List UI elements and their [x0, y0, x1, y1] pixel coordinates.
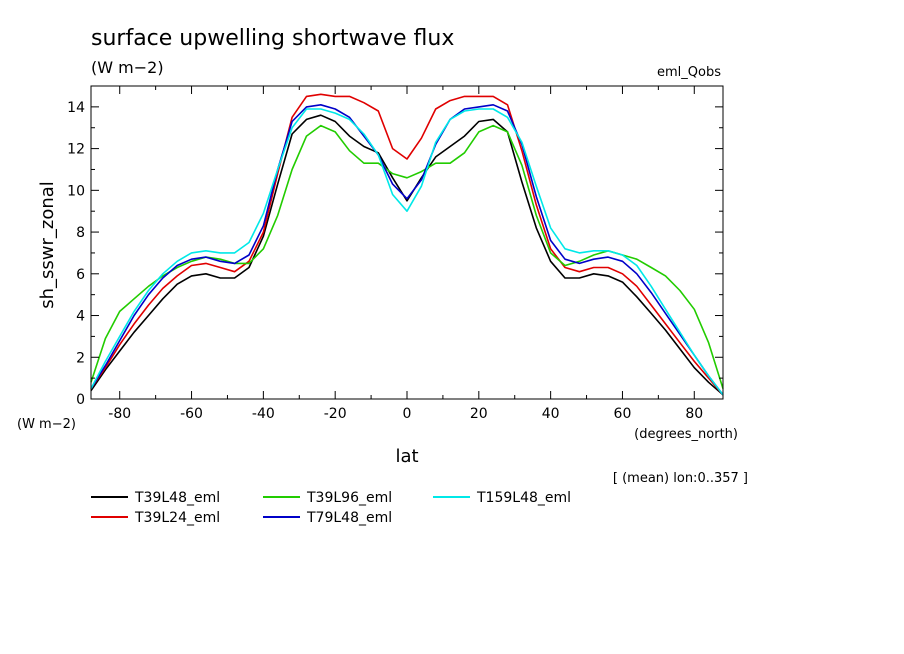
- legend-label: T39L48_eml: [134, 490, 220, 506]
- x-tick-label: 20: [470, 406, 488, 422]
- x-tick-label: -40: [252, 406, 275, 422]
- y-tick-label: 12: [67, 142, 85, 158]
- series-line-T159L48_eml: [90, 108, 724, 396]
- legend-label: T159L48_eml: [476, 490, 571, 506]
- x-tick-label: -20: [324, 406, 347, 422]
- legend: T39L48_eml T39L24_eml T39L96_eml T79L48_eml…: [91, 490, 571, 526]
- legend-label: T79L48_eml: [306, 510, 392, 526]
- y-tick-label: 6: [76, 267, 85, 283]
- series-line-T39L24_eml: [90, 93, 724, 396]
- footnote: [ (mean) lon:0..357 ]: [613, 471, 748, 486]
- plot-lines: [90, 93, 724, 396]
- legend-label: T39L24_eml: [134, 510, 220, 526]
- axis-ticks: -80 -60 -40 -20 0 20 40 60 80 0 2 4 6 8 10 12 14: [67, 85, 723, 422]
- x-tick-label: -60: [180, 406, 203, 422]
- plot-frame: [90, 85, 724, 400]
- y-tick-label: 8: [76, 225, 85, 241]
- y-tick-label: 4: [76, 309, 85, 325]
- series-line-T39L48_eml: [90, 114, 724, 396]
- chart-title: surface upwelling shortwave flux: [91, 26, 454, 51]
- x-tick-label: 0: [403, 406, 412, 422]
- y-tick-label: 10: [67, 183, 85, 199]
- legend-label: T39L96_eml: [306, 490, 392, 506]
- chart-units: (W m−2): [91, 58, 164, 77]
- x-axis-label: lat: [395, 446, 418, 467]
- x-tick-label: 40: [542, 406, 560, 422]
- experiment-label: eml_Qobs: [657, 65, 721, 80]
- y-tick-label: 0: [76, 392, 85, 408]
- y-axis-label: sh_sswr_zonal: [37, 181, 58, 309]
- x-axis-units: (degrees_north): [634, 427, 738, 442]
- x-tick-label: 60: [614, 406, 632, 422]
- y-tick-label: 14: [67, 100, 85, 116]
- y-axis-units: (W m−2): [17, 417, 76, 432]
- y-tick-label: 2: [76, 350, 85, 366]
- x-tick-label: 80: [685, 406, 703, 422]
- series-line-T79L48_eml: [90, 104, 724, 396]
- x-tick-label: -80: [108, 406, 131, 422]
